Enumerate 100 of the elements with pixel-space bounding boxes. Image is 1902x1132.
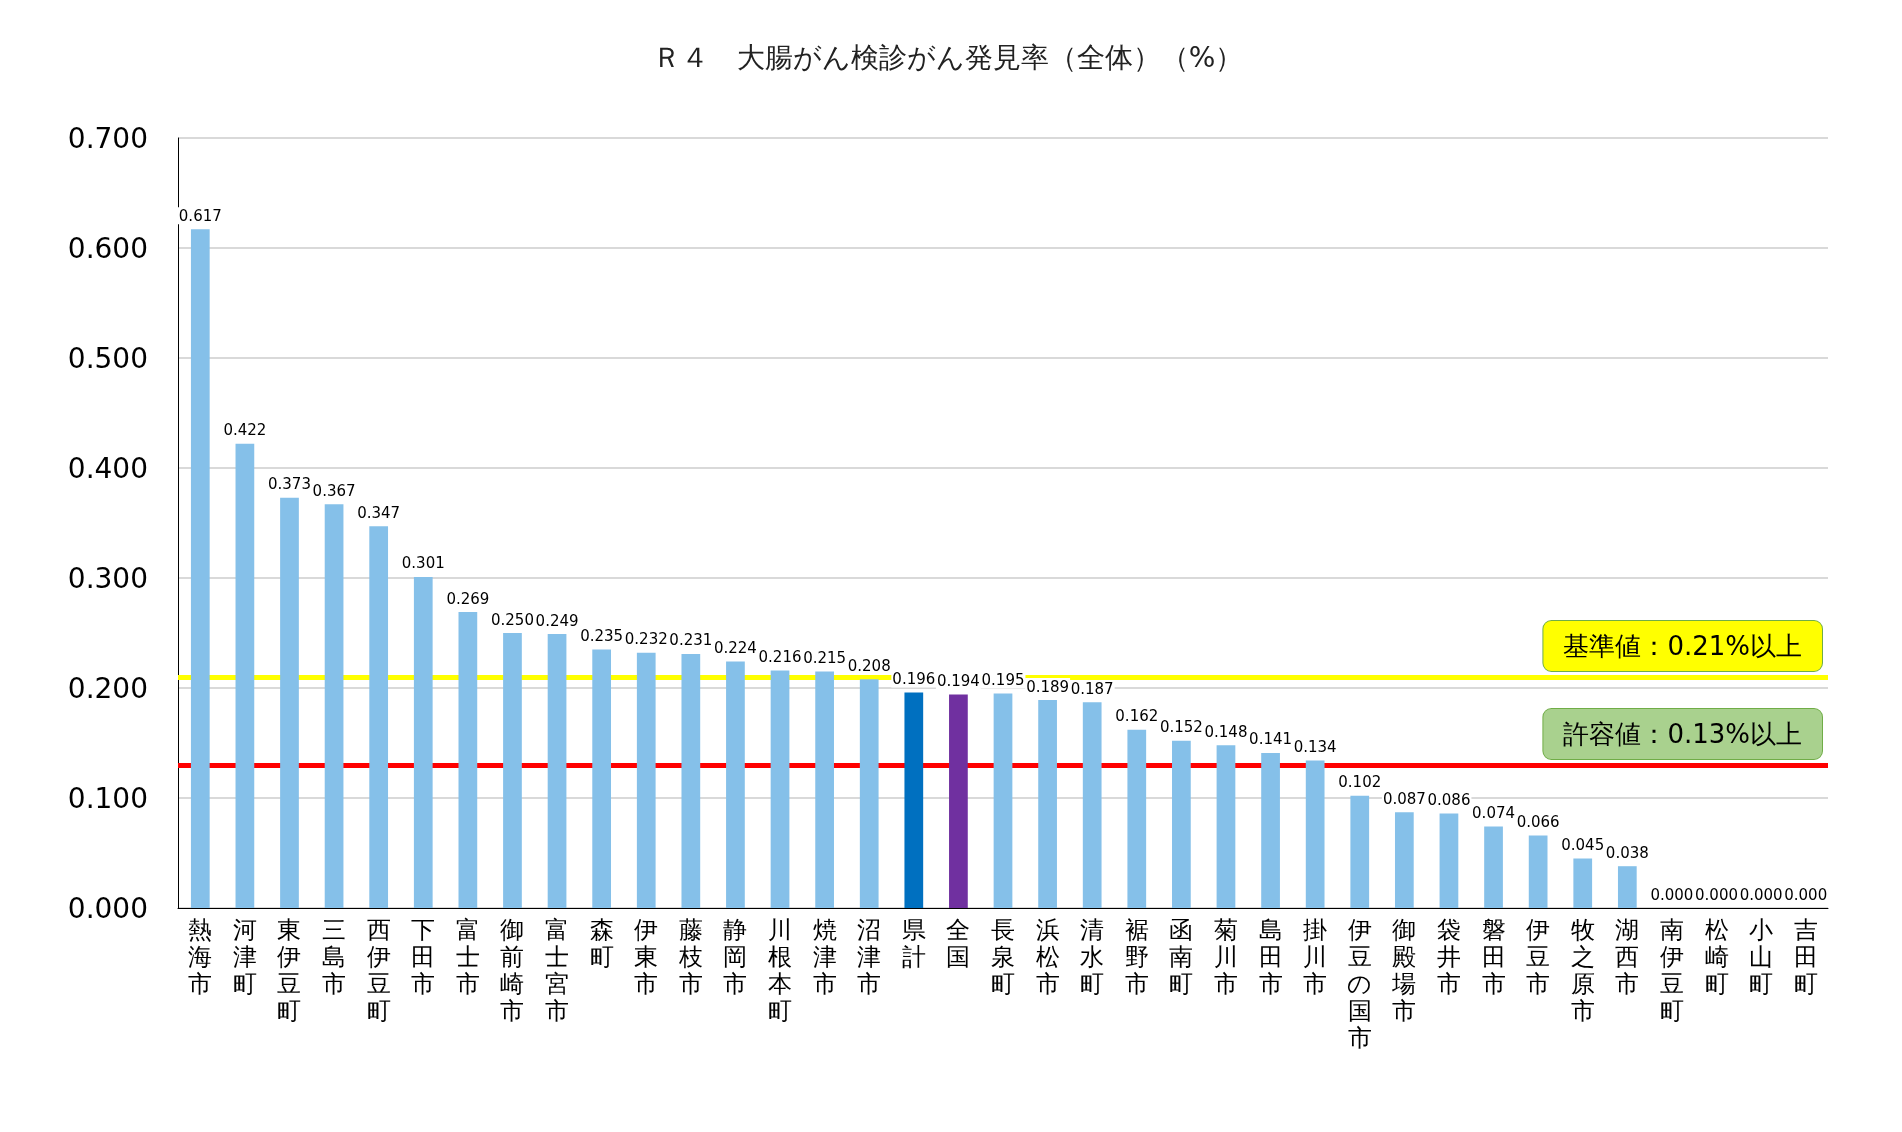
data-label: 0.235: [580, 627, 624, 645]
x-tick-label: 御前崎市: [500, 915, 525, 1025]
bar: [369, 526, 389, 908]
data-label: 0.141: [1249, 730, 1293, 749]
ref-line-label: 許容値：0.13%以上: [1563, 719, 1802, 749]
data-label: 0.000: [1650, 885, 1694, 904]
y-tick-label: 0.300: [67, 561, 148, 595]
bar: [324, 504, 344, 908]
x-tick-label: 下田市: [411, 915, 436, 998]
chart-title: Ｒ４ 大腸がん検診がん発見率（全体）（%）: [652, 40, 1244, 74]
data-label: 0.000: [1784, 885, 1828, 904]
x-tick-label: 焼津市: [812, 915, 837, 998]
data-label: 0.086: [1427, 790, 1471, 809]
x-tick-label: 松崎町: [1704, 915, 1729, 998]
data-label: 0.250: [490, 610, 534, 629]
data-label: 0.066: [1516, 812, 1560, 831]
bar: [636, 652, 656, 908]
data-label: 0.347: [357, 503, 401, 522]
x-tick-label: 伊東市: [634, 915, 659, 998]
data-label: 0.617: [178, 206, 222, 225]
bar: [1439, 813, 1459, 908]
bar: [1484, 826, 1503, 908]
data-label: 0.000: [1739, 885, 1783, 904]
x-tick-label: 島田市: [1258, 915, 1283, 998]
bar: [458, 612, 478, 908]
bar: [1350, 795, 1370, 908]
bar: [1573, 858, 1593, 908]
bar: [1172, 740, 1191, 908]
x-tick-label: 富士市: [455, 915, 480, 998]
bar: [726, 661, 745, 908]
bar: [1038, 700, 1057, 908]
data-label: 0.231: [669, 631, 713, 650]
x-tick-label: 菊川市: [1213, 915, 1238, 998]
x-tick-label: 伊豆の国市: [1347, 915, 1373, 1052]
x-tick-label: 御殿場市: [1391, 915, 1417, 1025]
data-label: 0.087: [1382, 789, 1426, 808]
bar: [1216, 745, 1236, 908]
x-tick-label: 静岡市: [723, 915, 748, 998]
bar: [1394, 812, 1414, 908]
bar: [1528, 835, 1548, 908]
x-tick-label: 掛川市: [1303, 915, 1328, 998]
data-label: 0.000: [1695, 885, 1738, 904]
x-tick-label: 裾野市: [1124, 915, 1149, 998]
data-label: 0.373: [268, 475, 311, 494]
data-label: 0.148: [1204, 722, 1248, 741]
bar: [681, 653, 701, 908]
x-tick-label: 小山町: [1749, 915, 1774, 998]
data-label: 0.134: [1293, 738, 1337, 757]
bar: [1305, 760, 1325, 908]
x-tick-label: 長泉町: [991, 915, 1015, 998]
x-tick-label: 河津町: [232, 915, 257, 998]
x-tick-label: 藤枝市: [677, 915, 703, 998]
bar: [770, 670, 790, 908]
bar: [815, 671, 834, 908]
bar: [1261, 752, 1280, 908]
y-tick-label: 0.500: [67, 341, 148, 375]
bar: [413, 576, 433, 908]
bar: [993, 693, 1013, 908]
data-label: 0.074: [1472, 804, 1516, 823]
x-tick-label: 伊豆市: [1526, 915, 1551, 998]
x-tick-label: 県計: [901, 915, 926, 971]
x-tick-label: 牧之原市: [1570, 915, 1595, 1025]
x-tick-label: 南伊豆町: [1659, 915, 1684, 1025]
y-tick-label: 0.000: [67, 891, 148, 925]
data-label: 0.102: [1338, 773, 1382, 792]
y-tick-label: 0.600: [67, 231, 148, 265]
bar: [1617, 866, 1637, 908]
bar: [503, 633, 522, 908]
data-label: 0.232: [624, 630, 668, 649]
bar: [280, 497, 299, 908]
x-tick-label: 清水町: [1080, 915, 1105, 998]
x-tick-label: 吉田町: [1793, 915, 1818, 998]
x-tick-label: 湖西市: [1615, 915, 1640, 998]
data-label: 0.224: [713, 639, 757, 658]
x-tick-label: 函南町: [1169, 915, 1194, 998]
data-label: 0.038: [1605, 843, 1649, 862]
x-tick-label: 三島市: [322, 915, 347, 998]
bar: [1127, 729, 1147, 908]
ref-line-label: 基準値：0.21%以上: [1563, 631, 1802, 661]
x-tick-label: 森町: [589, 915, 614, 971]
y-tick-label: 0.200: [67, 671, 148, 705]
data-label: 0.367: [312, 481, 356, 500]
data-label: 0.422: [223, 421, 267, 440]
data-label: 0.196: [892, 669, 936, 688]
data-label: 0.162: [1115, 707, 1159, 726]
x-tick-label: 袋井市: [1436, 915, 1461, 998]
bar: [235, 443, 255, 908]
data-label: 0.208: [847, 656, 891, 675]
bar: [547, 634, 567, 908]
data-label: 0.045: [1561, 836, 1605, 854]
data-label: 0.152: [1159, 718, 1203, 737]
x-tick-label: 川根本町: [768, 915, 793, 1025]
x-tick-label: 東伊豆町: [277, 915, 302, 1025]
data-label: 0.215: [803, 649, 847, 667]
bar: [592, 649, 612, 908]
x-tick-label: 全国: [946, 915, 971, 971]
x-tick-label: 熱海市: [188, 915, 213, 998]
y-tick-label: 0.100: [67, 781, 148, 815]
bar: [859, 679, 879, 908]
data-label: 0.269: [446, 589, 490, 608]
